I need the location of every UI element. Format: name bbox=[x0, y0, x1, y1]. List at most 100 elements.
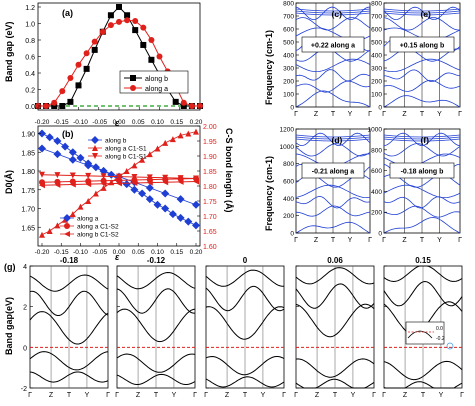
panel-g-sub-1: -0.12 Γ Z T Y Γ bbox=[115, 256, 197, 399]
data-point-along-b-c1-s1 bbox=[85, 172, 92, 179]
legend-label-along-a: along a bbox=[77, 216, 99, 223]
x-tick-label-bottom: -0.15 bbox=[54, 249, 69, 256]
data-point-along-a bbox=[176, 195, 185, 204]
data-point-along-b bbox=[124, 12, 131, 19]
k-point-label: Y bbox=[351, 392, 356, 399]
x-tick-label-top: 0.05 bbox=[132, 119, 145, 126]
band-curve bbox=[116, 373, 196, 385]
k-point-label: Γ bbox=[382, 392, 386, 399]
phonon-branch bbox=[295, 69, 371, 82]
band-curve bbox=[295, 378, 375, 389]
phonon-branch bbox=[295, 196, 371, 209]
k-point-label: Z bbox=[402, 237, 407, 244]
data-point-along-b bbox=[192, 221, 200, 230]
data-point-along-b-c1-s1 bbox=[100, 173, 107, 180]
x-tick-label-top: -0.20 bbox=[35, 119, 50, 126]
data-point-along-a bbox=[99, 28, 106, 35]
k-point-label: Y bbox=[437, 111, 442, 118]
x-tick-label-top: -0.15 bbox=[54, 119, 69, 126]
band-curve bbox=[29, 371, 109, 383]
data-point-along-a bbox=[124, 17, 131, 24]
panel-f: -0.18 along b (f) 0 200 400 600 800 1000 Γ Z T Y Γ bbox=[368, 127, 463, 245]
data-point-along-a bbox=[161, 189, 170, 198]
band-curve bbox=[116, 353, 196, 373]
k-point-label: Γ bbox=[28, 392, 32, 399]
data-point-along-b-c1-s1 bbox=[116, 173, 122, 180]
band-curve bbox=[295, 283, 375, 309]
y-tick-label: 400 bbox=[283, 196, 294, 203]
y-tick-label: 1.75 bbox=[21, 188, 35, 195]
phonon-branch bbox=[295, 17, 371, 31]
strain-label: -0.12 bbox=[147, 256, 166, 265]
data-point-along-b bbox=[59, 103, 66, 109]
data-point-along-b bbox=[130, 185, 139, 194]
y-tick-label: 1.85 bbox=[21, 150, 35, 157]
data-point-along-a-c1-s1 bbox=[100, 184, 107, 191]
panel-f-label: (f) bbox=[420, 135, 429, 145]
strain-label: 0.06 bbox=[327, 256, 343, 265]
x-tick-label-top: -0.10 bbox=[73, 119, 88, 126]
k-point-label: Z bbox=[49, 392, 54, 399]
k-point-label: Y bbox=[261, 392, 266, 399]
k-point-label: T bbox=[331, 111, 336, 118]
y-tick-label: 0.8 bbox=[25, 38, 35, 45]
data-point-along-b bbox=[91, 46, 98, 53]
data-point-along-a bbox=[38, 144, 46, 153]
data-point-along-a-c1-s1 bbox=[146, 151, 153, 158]
data-point-along-b bbox=[176, 213, 185, 222]
legend-label-along-a-c1-s2: along a C1-S2 bbox=[77, 224, 119, 231]
k-point-label: T bbox=[421, 392, 426, 399]
phonon-branch-high bbox=[295, 12, 371, 16]
data-point-along-b bbox=[122, 180, 131, 189]
legend-marker-along-b bbox=[91, 136, 99, 144]
k-point-label: Y bbox=[348, 111, 353, 118]
phonon-branch bbox=[383, 17, 460, 31]
k-point-label: T bbox=[331, 237, 336, 244]
data-point-along-b bbox=[184, 217, 193, 226]
y-tick-label: 300 bbox=[371, 66, 382, 73]
data-point-along-b-c1-s2 bbox=[162, 179, 169, 186]
data-point-along-a bbox=[68, 155, 77, 164]
k-point-label: Z bbox=[403, 392, 408, 399]
k-point-label: Y bbox=[85, 392, 90, 399]
inset-band-curve bbox=[407, 330, 433, 339]
legend-label-along-a: along a bbox=[145, 86, 168, 93]
y2-tick-label: 1.90 bbox=[203, 154, 217, 161]
strain-label: 0 bbox=[243, 256, 248, 265]
data-point-along-b-c1-s1 bbox=[39, 171, 45, 178]
y-tick-label: 700 bbox=[371, 14, 382, 21]
legend-label-along-b: along b bbox=[145, 76, 168, 83]
data-point-along-a bbox=[188, 103, 195, 109]
k-point-label: T bbox=[420, 111, 425, 118]
panel-e-label: (e) bbox=[420, 9, 431, 19]
legend-marker-along-b-c1-s2 bbox=[64, 231, 70, 237]
phonon-branch-high bbox=[383, 8, 461, 12]
y-tick-label: 600 bbox=[283, 179, 294, 186]
y-tick-label: 0 bbox=[378, 231, 382, 238]
phonon-branch-high bbox=[295, 138, 371, 142]
panel-b-plot bbox=[38, 128, 200, 238]
y-tick-label: 800 bbox=[283, 161, 294, 168]
phonon-branch-high bbox=[295, 134, 371, 138]
band-curve bbox=[205, 269, 284, 287]
data-point-along-b bbox=[161, 204, 170, 213]
panel-b-xlabel: ε bbox=[115, 252, 120, 262]
panel-g-sub-3: 0.06 Γ Z T Y Γ bbox=[294, 256, 376, 399]
data-point-along-b bbox=[132, 27, 139, 34]
data-point-along-b-c1-s1 bbox=[69, 172, 76, 179]
phonon-branch-high bbox=[383, 12, 461, 16]
k-point-label: Z bbox=[402, 111, 407, 118]
y-tick-label: 500 bbox=[283, 40, 294, 47]
k-point-label: Γ bbox=[294, 392, 298, 399]
panel-b-ylabel: D0(Å) bbox=[4, 170, 14, 194]
data-point-along-a bbox=[83, 50, 90, 57]
y-tick-label: 1.70 bbox=[21, 207, 35, 214]
y-tick-label: 600 bbox=[283, 27, 294, 34]
data-point-along-b bbox=[153, 200, 162, 209]
legend-marker-along-a bbox=[130, 85, 136, 91]
phonon-branch bbox=[383, 58, 461, 72]
panel-e-annotation-box bbox=[389, 36, 455, 53]
